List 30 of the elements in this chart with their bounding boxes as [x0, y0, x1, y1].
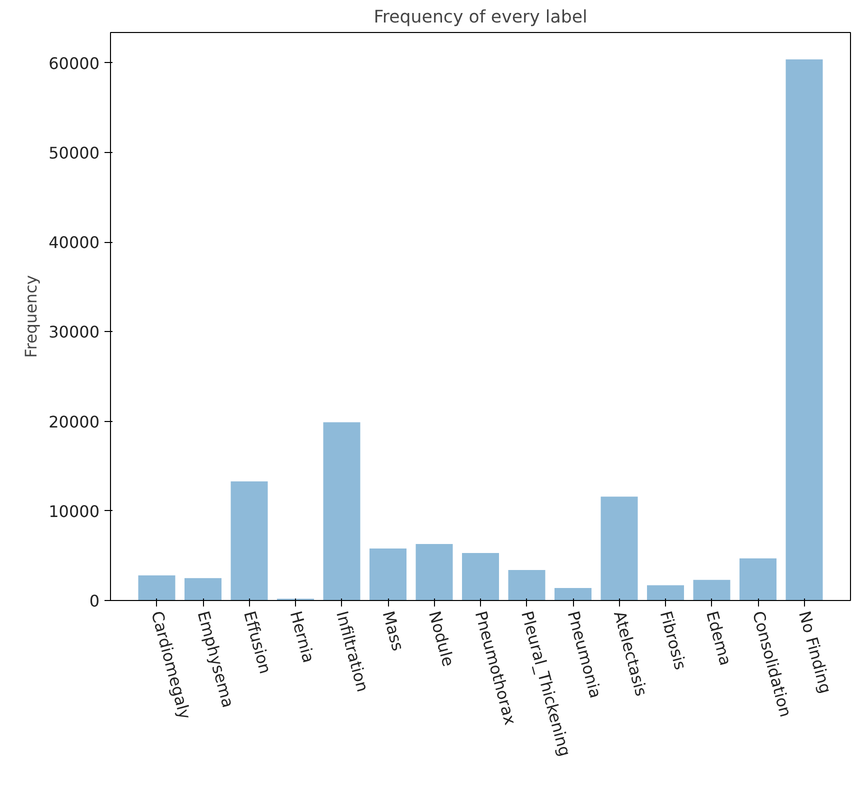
y-axis-title: Frequency	[22, 275, 41, 358]
x-tick-label: No Finding	[795, 609, 836, 696]
x-tick-label: Nodule	[425, 609, 458, 668]
chart-title: Frequency of every label	[374, 8, 588, 28]
y-tick-label: 60000	[48, 54, 100, 73]
x-tick-label: Effusion	[240, 609, 275, 676]
bar	[370, 548, 406, 600]
y-tick-label: 20000	[48, 412, 100, 432]
y-tick-label: 30000	[48, 322, 100, 342]
bar	[786, 59, 823, 600]
x-tick-label: Hernia	[286, 609, 318, 665]
bar	[647, 585, 684, 600]
y-tick-label: 40000	[48, 233, 100, 252]
bar	[416, 544, 453, 600]
y-tick-label: 0	[89, 592, 100, 610]
bar	[184, 578, 222, 600]
bar	[740, 558, 776, 600]
x-tick-label: Edema	[702, 609, 736, 668]
y-tick-label: 10000	[48, 502, 100, 521]
bar	[693, 580, 730, 600]
bar	[600, 496, 638, 600]
bar	[462, 553, 499, 600]
bar	[230, 481, 268, 600]
bar	[323, 422, 360, 600]
bar	[138, 575, 176, 600]
x-tick-label: Fibrosis	[656, 609, 690, 672]
bar	[554, 588, 592, 600]
x-tick-label: Mass	[378, 609, 408, 653]
bar	[508, 570, 546, 600]
y-tick-label: 50000	[48, 144, 100, 163]
